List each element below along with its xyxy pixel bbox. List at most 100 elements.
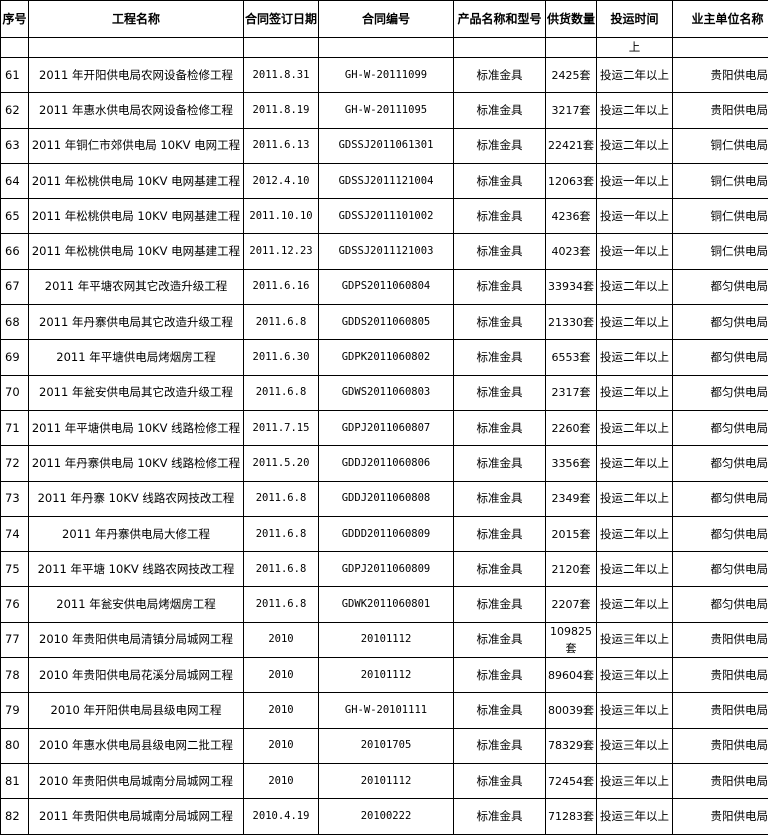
cell-product: 标准金具: [453, 374, 546, 411]
cell-product: 标准金具: [453, 268, 546, 306]
cell-project: 2010 年贵阳供电局清镇分局城网工程: [28, 621, 244, 659]
cell-operation: 投运三年以上: [596, 727, 673, 764]
cell-project: 2010 年贵阳供电局花溪分局城网工程: [28, 657, 244, 694]
table-row: 65 2011 年松桃供电局 10KV 电网基建工程 2011.10.10 GDSSJ…: [0, 198, 768, 235]
cell-qty: 80039套: [545, 692, 597, 729]
cell-operation: 投运二年以上: [596, 268, 673, 306]
cell-date: 2011.12.23: [243, 233, 319, 270]
cell-qty: 3356套: [545, 445, 597, 482]
cell-qty: 4236套: [545, 198, 597, 235]
cell-product: 标准金具: [453, 92, 546, 129]
cell-qty: 4023套: [545, 233, 597, 270]
cell-product: 标准金具: [453, 762, 546, 800]
table-row: 71 2011 年平塘供电局 10KV 线路检修工程 2011.7.15 GDPJ20…: [0, 409, 768, 447]
cell-owner: 都匀供电局: [672, 515, 768, 553]
header-product: 产品名称和型号: [453, 0, 546, 38]
cell-date: 2011.6.8: [243, 304, 319, 341]
cell-no: 82: [0, 798, 29, 835]
cell-project: 2010 年开阳供电局县级电网工程: [28, 692, 244, 729]
cell-operation: 投运三年以上: [596, 692, 673, 729]
cell-owner: 贵阳供电局: [672, 692, 768, 729]
cell-owner: 贵阳供电局: [672, 657, 768, 694]
cell-contract: 20101112: [318, 621, 454, 659]
cell-owner: 都匀供电局: [672, 304, 768, 341]
cell-owner: 都匀供电局: [672, 339, 768, 376]
cell-product: 标准金具: [453, 127, 546, 164]
cell-contract: GDSSJ2011121003: [318, 233, 454, 270]
cell-product: 标准金具: [453, 339, 546, 376]
cell-owner: 铜仁供电局: [672, 162, 768, 200]
cell-owner: 铜仁供电局: [672, 198, 768, 235]
cell-owner: [672, 37, 768, 58]
cell-operation: 投运二年以上: [596, 304, 673, 341]
cell-no: 61: [0, 56, 29, 94]
cell-date: 2011.8.31: [243, 56, 319, 94]
cell-contract: GDSSJ2011061301: [318, 127, 454, 164]
table-row: 74 2011 年丹寨供电局大修工程 2011.6.8 GDDD2011060809 标…: [0, 515, 768, 553]
cell-operation: 投运二年以上: [596, 339, 673, 376]
cell-contract: GDSSJ2011101002: [318, 198, 454, 235]
cell-product: 标准金具: [453, 304, 546, 341]
cell-owner: 贵阳供电局: [672, 92, 768, 129]
table-row: 73 2011 年丹寨 10KV 线路农网技改工程 2011.6.8 GDDJ2011…: [0, 480, 768, 517]
cell-operation: 投运三年以上: [596, 657, 673, 694]
cell-no: 65: [0, 198, 29, 235]
cell-product: 标准金具: [453, 233, 546, 270]
cell-qty: 2349套: [545, 480, 597, 517]
cell-product: 标准金具: [453, 56, 546, 94]
cell-qty: 12063套: [545, 162, 597, 200]
cell-operation: 投运三年以上: [596, 621, 673, 659]
cell-contract: GH-W-20111095: [318, 92, 454, 129]
cell-project: 2011 年贵阳供电局城南分局城网工程: [28, 798, 244, 835]
cell-product: 标准金具: [453, 480, 546, 517]
cell-qty: 109825套: [545, 621, 597, 659]
cell-project: 2011 年瓮安供电局烤烟房工程: [28, 586, 244, 623]
cell-qty: 2015套: [545, 515, 597, 553]
cell-contract: GDSSJ2011121004: [318, 162, 454, 200]
header-row: 序号 工程名称 合同签订日期 合同编号 产品名称和型号 供货数量 投运时间 业主…: [0, 0, 768, 38]
cell-date: 2011.6.8: [243, 586, 319, 623]
table-row: 66 2011 年松桃供电局 10KV 电网基建工程 2011.12.23 GDSSJ…: [0, 233, 768, 270]
header-no: 序号: [0, 0, 29, 38]
cell-owner: 贵阳供电局: [672, 727, 768, 764]
table-row: 80 2010 年惠水供电局县级电网二批工程 2010 20101705 标准金具 783…: [0, 727, 768, 764]
cell-qty: 72454套: [545, 762, 597, 800]
cell-operation: 投运一年以上: [596, 198, 673, 235]
cell-qty: 21330套: [545, 304, 597, 341]
cell-no: 78: [0, 657, 29, 694]
cell-product: 标准金具: [453, 445, 546, 482]
cell-project: 2011 年瓮安供电局其它改造升级工程: [28, 374, 244, 411]
cell-qty: 2317套: [545, 374, 597, 411]
cell-operation: 投运二年以上: [596, 586, 673, 623]
cell-owner: 贵阳供电局: [672, 621, 768, 659]
cell-qty: 89604套: [545, 657, 597, 694]
table-row: 70 2011 年瓮安供电局其它改造升级工程 2011.6.8 GDWS2011060…: [0, 374, 768, 411]
cell-contract: GDWK2011060801: [318, 586, 454, 623]
cell-no: 69: [0, 339, 29, 376]
cell-no: 70: [0, 374, 29, 411]
cell-qty: 2120套: [545, 551, 597, 588]
cell-owner: 贵阳供电局: [672, 798, 768, 835]
cell-date: 2011.6.8: [243, 515, 319, 553]
cell-contract: GDWS2011060803: [318, 374, 454, 411]
table-row: 75 2011 年平塘 10KV 线路农网技改工程 2011.6.8 GDPJ2011…: [0, 551, 768, 588]
cell-project: 2011 年平塘农网其它改造升级工程: [28, 268, 244, 306]
table-row: 72 2011 年丹寨供电局 10KV 线路检修工程 2011.5.20 GDDJ20…: [0, 445, 768, 482]
cell-contract: [318, 37, 454, 58]
cell-no: 73: [0, 480, 29, 517]
table-row: 78 2010 年贵阳供电局花溪分局城网工程 2010 20101112 标准金具 896…: [0, 657, 768, 694]
cell-date: 2011.6.8: [243, 480, 319, 517]
cell-operation: 投运二年以上: [596, 56, 673, 94]
cell-date: [243, 37, 319, 58]
cell-date: 2012.4.10: [243, 162, 319, 200]
cell-operation: 投运二年以上: [596, 409, 673, 447]
cell-operation: 上: [596, 37, 673, 58]
cell-date: 2011.6.8: [243, 551, 319, 588]
header-date: 合同签订日期: [243, 0, 319, 38]
cell-operation: 投运一年以上: [596, 162, 673, 200]
cell-no: 79: [0, 692, 29, 729]
cell-project: 2011 年丹寨供电局 10KV 线路检修工程: [28, 445, 244, 482]
cell-operation: 投运二年以上: [596, 127, 673, 164]
cell-no: 68: [0, 304, 29, 341]
